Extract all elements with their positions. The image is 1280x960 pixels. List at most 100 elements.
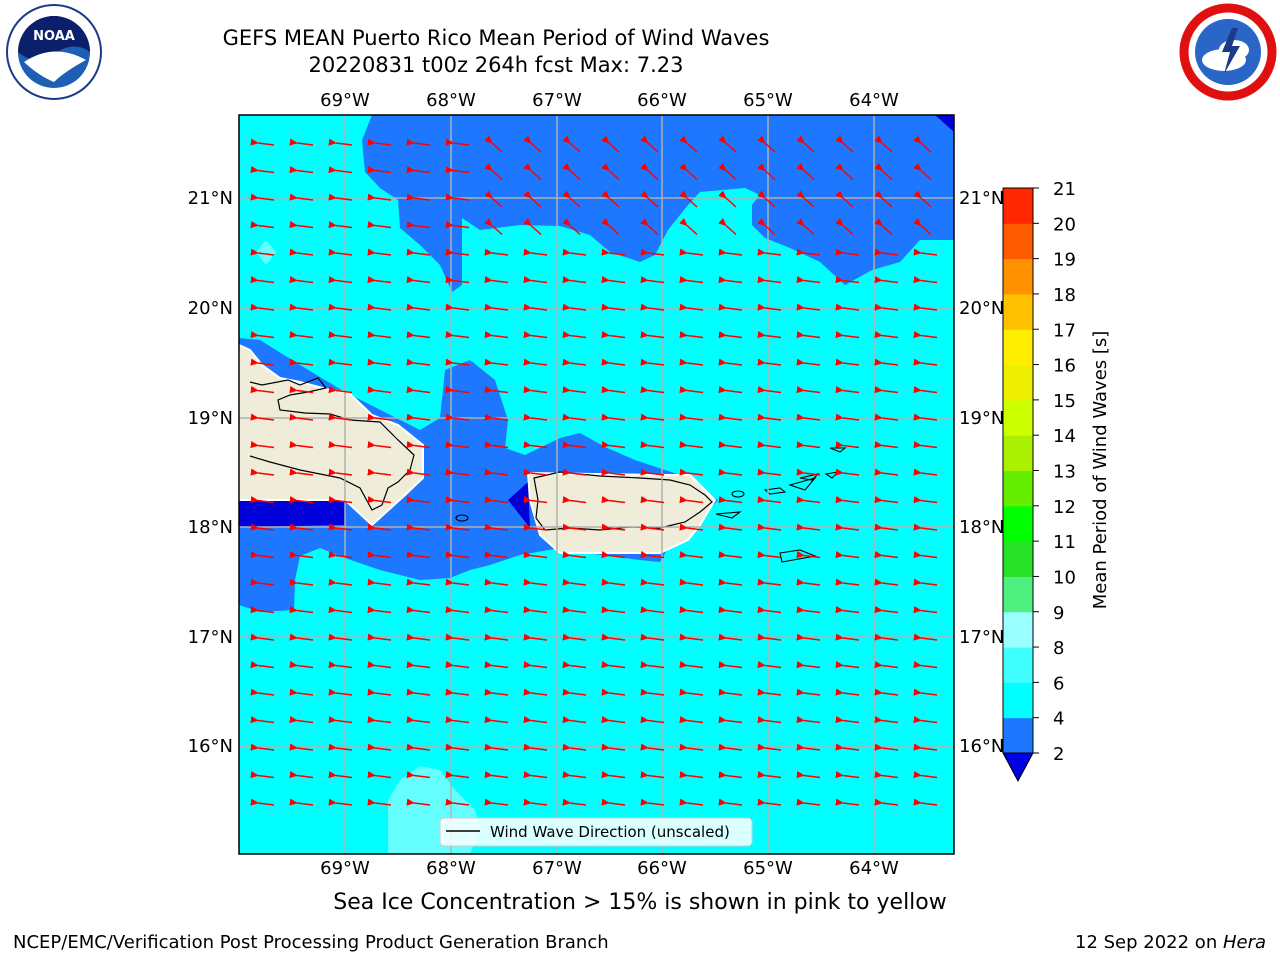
wind-arrow-icon [718,578,743,586]
wind-arrow-icon [796,276,821,284]
wind-arrow-icon [523,578,548,586]
wind-arrow-icon [445,276,470,284]
wind-arrow-icon [601,248,626,256]
wind-arrow-icon [679,441,704,449]
wind-arrow-icon [718,441,743,449]
colorbar-segment [1003,329,1033,366]
colorbar-tick-label: 14 [1053,426,1076,447]
wind-arrow-icon [445,441,470,449]
wind-arrow-icon [874,135,893,153]
wind-arrow-icon [367,386,392,394]
wind-arrow-icon [718,661,743,669]
wind-arrow-icon [796,358,821,366]
wind-arrow-icon [874,798,899,806]
wind-arrow-icon [406,633,431,641]
wind-arrow-icon [367,716,392,724]
wind-wave-direction-arrows [250,135,938,806]
wind-arrow-icon [796,386,821,394]
wind-arrow-icon [562,441,587,449]
wind-arrow-icon [835,551,860,559]
colorbar-tick-label: 19 [1053,250,1076,271]
wind-arrow-icon [796,413,821,421]
lon-label: 65°W [743,858,793,879]
wind-arrow-icon [640,386,665,394]
wind-arrow-icon [835,303,860,311]
wind-arrow-icon [757,386,782,394]
wind-arrow-icon [289,633,314,641]
wind-arrow-icon [328,771,353,779]
wind-arrow-icon [250,358,275,366]
wind-arrow-icon [406,606,431,614]
wind-arrow-icon [484,716,509,724]
wind-arrow-icon [913,771,938,779]
wind-arrow-icon [757,358,782,366]
coastline-hispaniola [249,377,415,511]
colorbar-segment [1003,364,1033,401]
wind-arrow-icon [679,303,704,311]
wind-arrow-icon [796,496,821,504]
lat-labels-right: 21°N 20°N 19°N 18°N 17°N 16°N [959,188,1004,757]
wind-arrow-icon [796,303,821,311]
chart-subtitle: 20220831 t00z 264h fcst Max: 7.23 [308,53,684,77]
gridlines [239,115,954,854]
wind-arrow-icon [757,633,782,641]
noaa-logo-text: NOAA [33,29,75,44]
wind-arrow-icon [523,771,548,779]
colorbar-segment [1003,223,1033,260]
lat-label: 17°N [188,627,233,648]
colorbar-title: Mean Period of Wind Waves [s] [1090,331,1111,610]
lon-label: 64°W [849,858,899,879]
wind-arrow-icon [718,331,743,339]
wind-arrow-icon [679,688,704,696]
wind-arrow-icon [835,716,860,724]
wind-arrow-icon [757,578,782,586]
wind-arrow-icon [835,743,860,751]
wind-arrow-icon [601,413,626,421]
wind-arrow-icon [913,633,938,641]
wind-arrow-icon [562,135,581,153]
wind-arrow-icon [406,138,431,146]
wind-arrow-icon [679,218,698,236]
lat-label: 18°N [959,517,1004,538]
wind-arrow-icon [874,276,899,284]
wind-arrow-icon [289,358,314,366]
wind-arrow-icon [796,661,821,669]
wind-arrow-icon [640,276,665,284]
wind-arrow-icon [367,413,392,421]
wind-arrow-icon [757,661,782,669]
wind-arrow-icon [289,413,314,421]
wind-arrow-icon [835,633,860,641]
wind-arrow-icon [913,523,938,531]
wind-arrow-icon [562,661,587,669]
wind-arrow-icon [523,523,548,531]
wind-arrow-icon [796,771,821,779]
wind-arrow-icon [523,688,548,696]
wind-arrow-icon [289,771,314,779]
wind-arrow-icon [445,688,470,696]
footer-credit: NCEP/EMC/Verification Post Processing Pr… [13,932,609,953]
wind-arrow-icon [679,190,698,208]
colorbar-tick-label: 15 [1053,391,1076,412]
wind-arrow-icon [328,221,353,229]
wind-arrow-icon [445,193,470,201]
wind-arrow-icon [874,303,899,311]
wind-arrow-icon [601,135,620,153]
map-frame [238,114,955,855]
wind-arrow-icon [757,331,782,339]
wind-arrow-icon [679,358,704,366]
wind-arrow-icon [796,716,821,724]
wind-arrow-icon [874,688,899,696]
wind-arrow-icon [523,358,548,366]
wind-arrow-icon [289,276,314,284]
wind-arrow-icon [445,221,470,229]
wind-arrow-icon [328,138,353,146]
wind-arrow-icon [562,413,587,421]
wind-arrow-icon [640,578,665,586]
wind-arrow-icon [406,166,431,174]
wind-arrow-icon [640,771,665,779]
wind-arrow-icon [445,551,470,559]
colorbar-extend-triangle [1002,752,1034,783]
wind-arrow-icon [250,551,275,559]
lon-label: 67°W [532,858,582,879]
